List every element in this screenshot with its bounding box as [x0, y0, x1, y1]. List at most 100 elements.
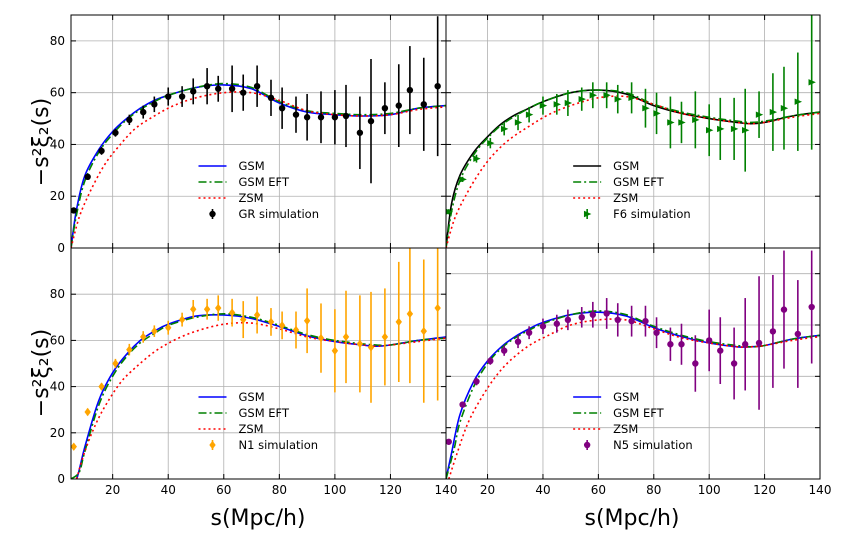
data-point — [487, 139, 495, 147]
data-point — [473, 378, 480, 385]
axes-frame — [445, 247, 821, 480]
data-point — [603, 92, 611, 99]
data-point — [539, 323, 547, 330]
data-point — [705, 337, 713, 344]
y-tick-label: 60 — [50, 86, 65, 100]
data-point — [190, 88, 197, 95]
x-tick-label: 100 — [323, 483, 346, 497]
data-point — [730, 360, 738, 367]
data-point — [84, 407, 91, 417]
data-point — [459, 176, 467, 183]
legend-label: GSM EFT — [613, 175, 664, 189]
data-point — [794, 98, 803, 105]
series-line-gsm-eft — [446, 310, 820, 479]
data-point — [215, 85, 222, 92]
data-point — [678, 341, 685, 348]
data-point — [381, 332, 389, 342]
data-point — [578, 95, 586, 103]
x-tick-label: 20 — [105, 483, 120, 497]
x-tick-label: 120 — [379, 483, 402, 497]
data-point — [140, 108, 147, 116]
data-point — [112, 359, 119, 368]
y-tick-label: 0 — [57, 472, 65, 486]
data-point — [780, 105, 789, 112]
data-point — [614, 316, 621, 324]
data-point — [140, 332, 147, 342]
data-point — [628, 94, 636, 102]
data-point — [434, 303, 441, 313]
data-point — [692, 116, 700, 124]
series-line-zsm — [71, 91, 446, 248]
data-point — [292, 111, 300, 118]
data-point — [514, 338, 522, 345]
legend-label: GSM — [239, 159, 265, 173]
data-point — [406, 86, 414, 94]
data-point — [717, 347, 724, 354]
data-point — [253, 82, 261, 90]
data-point — [267, 94, 275, 102]
data-point — [553, 101, 562, 108]
data-point — [446, 208, 453, 215]
y-tick-label: 60 — [50, 333, 65, 347]
x-axis-label-left: s(Mpc/h) — [210, 506, 305, 531]
legend-marker — [583, 441, 591, 449]
data-point — [317, 114, 325, 121]
data-point — [614, 95, 622, 103]
data-point — [446, 438, 452, 445]
y-tick-label: 40 — [50, 380, 65, 394]
x-tick-label: 140 — [809, 483, 832, 497]
data-point — [178, 315, 186, 324]
legend-label: GSM — [613, 390, 639, 404]
data-point — [71, 207, 77, 214]
data-point — [808, 79, 816, 86]
data-point — [240, 315, 247, 324]
x-tick-label: 140 — [435, 483, 458, 497]
data-point — [151, 101, 158, 108]
data-point — [603, 310, 610, 317]
data-point — [151, 326, 158, 336]
data-point — [267, 317, 275, 327]
legend-label: GSM — [613, 159, 639, 173]
data-point — [98, 382, 105, 391]
data-point — [126, 116, 133, 124]
data-point — [589, 311, 597, 318]
data-point — [331, 114, 339, 121]
y-tick-label: 80 — [50, 287, 65, 301]
data-point — [278, 105, 286, 112]
panel-n1: 20 40 60 80 100 120 140 0 20 40 60 80 GSM GSM EFT ZSM N… — [50, 247, 458, 497]
data-point — [420, 101, 427, 108]
data-point — [317, 333, 325, 343]
data-point — [514, 119, 523, 126]
data-point — [190, 305, 197, 314]
x-tick-label: 120 — [753, 483, 776, 497]
data-point — [253, 310, 261, 320]
data-point — [692, 360, 699, 367]
data-point — [780, 306, 788, 313]
data-point — [628, 317, 635, 325]
data-point — [589, 92, 598, 99]
data-point — [342, 332, 350, 342]
y-axis-label-bottom: −s²ξ₂(s) — [29, 329, 54, 417]
legend-marker — [209, 210, 216, 218]
data-point — [292, 325, 300, 335]
data-point — [642, 105, 650, 112]
data-point — [126, 345, 133, 354]
data-point — [303, 114, 311, 121]
legend-marker — [209, 440, 216, 450]
x-tick-label: 80 — [272, 483, 287, 497]
data-point — [742, 127, 750, 134]
x-tick-label: 60 — [216, 483, 231, 497]
data-point — [539, 102, 548, 109]
series-line-gsm — [71, 313, 446, 479]
data-point — [395, 102, 402, 109]
data-point — [808, 303, 815, 311]
y-tick-label: 0 — [57, 241, 65, 255]
data-point — [459, 401, 466, 408]
panel-f6: GSM GSM EFT ZSM F6 simulation — [445, 14, 821, 249]
x-tick-label: 20 — [480, 483, 495, 497]
legend-label: ZSM — [239, 422, 264, 436]
data-point — [730, 125, 739, 133]
y-tick-label: 80 — [50, 34, 65, 48]
data-point — [178, 93, 186, 100]
